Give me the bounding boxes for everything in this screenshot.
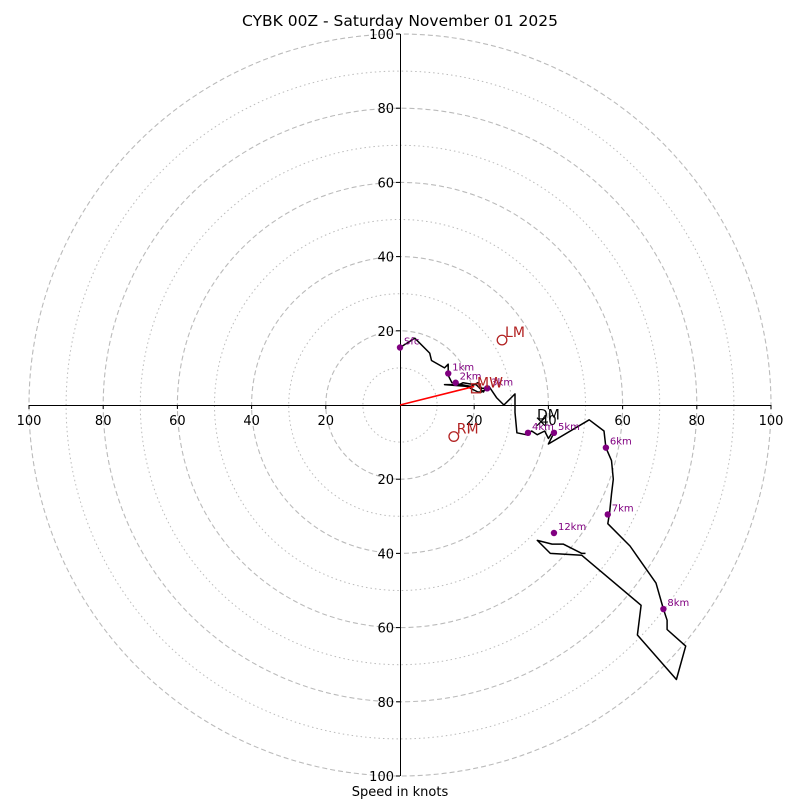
height-marker-3km (483, 385, 491, 392)
height-marker-4km (524, 429, 532, 437)
height-label-12km: 12km (558, 522, 586, 533)
tick-label-top-60: 60 (377, 176, 394, 191)
tick-label-bottom-20: 20 (377, 473, 394, 488)
tick-label-bottom-60: 60 (377, 622, 394, 637)
height-marker-sfc (396, 344, 404, 351)
height-marker-5km (550, 429, 558, 437)
height-label-1km: 1km (452, 362, 474, 373)
tick-label-top-40: 40 (377, 251, 394, 266)
tick-label-top-80: 80 (377, 102, 394, 117)
mean-wind-marker (470, 383, 482, 394)
height-label-2km: 2km (460, 372, 482, 383)
height-label-6km: 6km (610, 437, 632, 448)
tick-label-left-80: 80 (95, 414, 112, 429)
height-marker-1km (445, 370, 452, 377)
storm-motion-vector (399, 385, 475, 406)
tick-label-right-60: 60 (614, 414, 631, 429)
height-marker-6km (602, 444, 610, 451)
height-marker-12km (550, 529, 558, 537)
tick-label-right-100: 100 (759, 414, 784, 429)
tick-label-left-100: 100 (17, 414, 42, 429)
height-label-sfc: Sfc (404, 336, 419, 347)
tick-label-top-100: 100 (369, 28, 394, 43)
height-label-4km: 4km (532, 422, 554, 433)
tick-label-left-60: 60 (169, 414, 186, 429)
tick-label-left-20: 20 (318, 414, 335, 429)
tick-label-bottom-100: 100 (369, 770, 394, 785)
chart-title: CYBK 00Z - Saturday November 01 2025 (242, 12, 558, 30)
tick-label-bottom-40: 40 (377, 547, 394, 562)
tick-label-right-80: 80 (689, 414, 706, 429)
height-label-5km: 5km (558, 422, 580, 433)
hodograph-trace (399, 337, 687, 681)
deviant-motion-label: DM (537, 408, 560, 424)
motion-point-rm (448, 431, 460, 442)
height-marker-7km (604, 511, 611, 518)
mean-wind-label: MW (477, 375, 503, 391)
height-label-3km: 3km (491, 377, 513, 388)
height-marker-8km (660, 605, 667, 613)
height-marker-2km (452, 379, 459, 386)
storm-motion-points: LM RM MW DM (448, 325, 560, 442)
hodograph-trace-group (399, 337, 687, 681)
tick-label-top-20: 20 (377, 325, 394, 340)
height-label-8km: 8km (667, 598, 689, 609)
tick-label-left-40: 40 (243, 414, 260, 429)
tick-label-right-20: 20 (466, 414, 483, 429)
deviant-motion-marker (536, 417, 546, 427)
motion-point-lm (496, 334, 508, 346)
tick-label-bottom-80: 80 (377, 696, 394, 711)
motion-label-rm: RM (457, 422, 479, 438)
storm-vector-group (399, 385, 475, 406)
x-axis-label: Speed in knots (352, 785, 449, 800)
height-label-7km: 7km (612, 503, 634, 514)
motion-label-lm: LM (505, 325, 525, 341)
